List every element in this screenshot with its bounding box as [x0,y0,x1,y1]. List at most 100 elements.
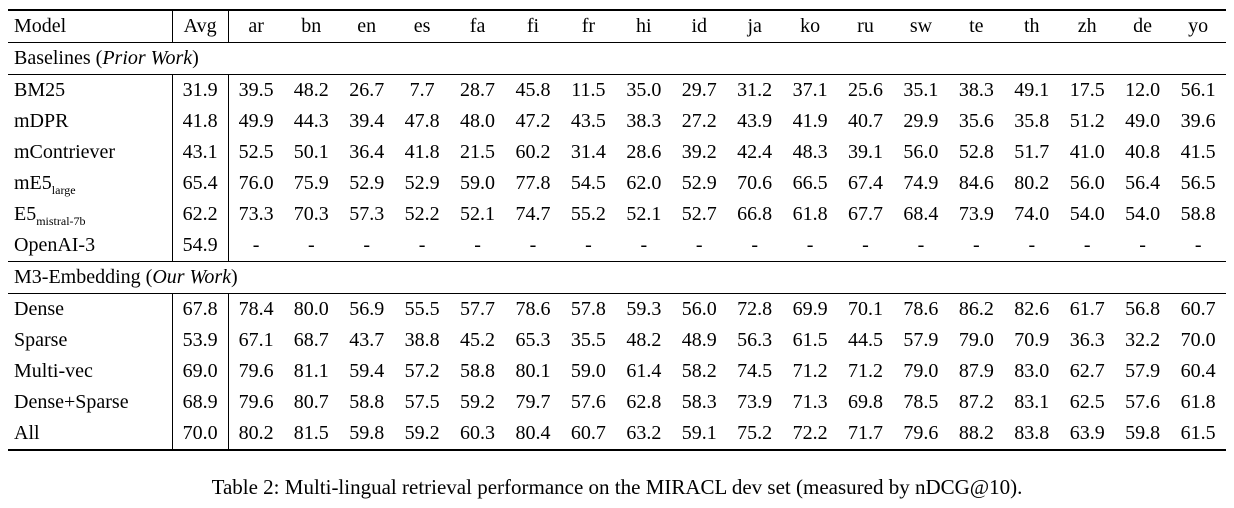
column-header-fa: fa [469,15,486,37]
score-value: 49.0 [1125,110,1161,132]
section-label: M3-Embedding (Our Work) [14,266,238,288]
score-value: 52.9 [404,172,440,194]
score-value: 60.2 [515,141,551,163]
score-value: 59.8 [1125,422,1161,444]
score-value: 29.9 [903,110,939,132]
score-value: 73.9 [958,203,994,225]
score-value: 45.8 [515,79,551,101]
score-value: 82.6 [1014,298,1050,320]
score-value: - [418,234,426,256]
score-value: 66.8 [737,203,773,225]
score-value: 56.4 [1125,172,1161,194]
table-header: Model Avg ar bn en es fa fi fr hi id ja ko ru sw te th zh… [8,10,1226,43]
score-value: 74.7 [515,203,551,225]
score-value: 79.0 [958,329,994,351]
score-value: 78.4 [238,298,274,320]
score-value: 80.7 [293,391,329,413]
score-value: 52.1 [460,203,496,225]
score-value: 63.2 [626,422,662,444]
column-header-fr: fr [581,15,596,37]
score-value: 52.5 [238,141,274,163]
score-value: 52.1 [626,203,662,225]
score-value: 39.1 [848,141,883,163]
section-label: Baselines (Prior Work) [14,47,199,69]
score-value: 70.6 [737,172,773,194]
score-value: 57.6 [570,391,606,413]
column-header-es: es [413,15,431,37]
column-header-th: th [1023,15,1040,37]
avg-value: 41.8 [172,106,229,137]
score-value: 38.3 [958,79,994,101]
score-value: 74.0 [1014,203,1050,225]
score-value: 83.8 [1014,422,1050,444]
score-value: 71.2 [792,360,828,382]
score-value: 79.6 [903,422,939,444]
score-value: - [252,234,260,256]
table-row: Dense 67.8 78.4 80.0 56.9 55.5 57.7 78.6 57.8 59.… [8,293,1226,325]
score-value: 48.2 [626,329,662,351]
score-value: 65.3 [515,329,551,351]
score-value: 70.9 [1014,329,1050,351]
column-header-de: de [1133,15,1153,37]
avg-value: 43.1 [172,137,229,168]
score-value: 31.4 [570,141,606,163]
table-row: OpenAI-3 54.9 - - - - - - - - - - - - - - - - - - [8,230,1226,262]
score-value: - [474,234,481,256]
model-label: mContriever [8,137,173,168]
score-value: - [862,234,869,256]
score-value: 78.6 [903,298,939,320]
score-value: - [529,234,537,256]
model-label: E5mistral-7b [8,199,173,230]
score-value: 57.5 [404,391,440,413]
score-value: 62.0 [626,172,662,194]
score-value: 61.8 [792,203,828,225]
score-value: 63.9 [1069,422,1105,444]
column-header-en: en [357,15,377,37]
score-value: 62.5 [1069,391,1105,413]
score-value: - [307,234,315,256]
score-value: 78.6 [515,298,551,320]
score-value: 69.9 [792,298,828,320]
model-label: Sparse [8,325,173,356]
model-label: BM25 [8,74,173,106]
score-value: 41.0 [1069,141,1105,163]
score-value: 61.8 [1180,391,1216,413]
score-value: 58.8 [460,360,496,382]
table-row: mContriever 43.1 52.5 50.1 36.4 41.8 21.5 60.2 3… [8,137,1226,168]
score-value: 79.7 [515,391,551,413]
score-value: 59.1 [681,422,717,444]
model-label: Multi-vec [8,356,173,387]
score-value: 48.0 [460,110,496,132]
score-value: 57.7 [460,298,496,320]
score-value: 54.0 [1125,203,1161,225]
header-row: Model Avg ar bn en es fa fi fr hi id ja ko ru sw te th zh… [8,10,1226,43]
score-value: 59.3 [626,298,662,320]
score-value: 57.8 [570,298,606,320]
column-header-yo: yo [1188,15,1209,37]
score-value: 7.7 [409,79,435,101]
results-table: Model Avg ar bn en es fa fi fr hi id ja ko ru sw te th zh… [8,9,1226,451]
score-value: 32.2 [1125,329,1161,351]
score-value: 56.0 [681,298,717,320]
score-value: 79.6 [238,391,274,413]
score-value: - [806,234,814,256]
score-value: 50.1 [293,141,329,163]
column-header-fi: fi [526,15,540,37]
score-value: 25.6 [848,79,883,101]
score-value: 39.6 [1180,110,1216,132]
score-value: 59.0 [570,360,606,382]
table-row: E5mistral-7b 62.2 73.3 70.3 57.3 52.2 52.1 74.7… [8,199,1226,230]
score-value: 52.8 [958,141,994,163]
score-value: 52.2 [404,203,440,225]
score-value: 55.2 [570,203,606,225]
score-value: 59.0 [460,172,496,194]
score-value: 37.1 [792,79,828,101]
score-value: 57.2 [404,360,440,382]
score-value: 60.7 [570,422,606,444]
score-value: 57.6 [1125,391,1161,413]
score-value: 54.0 [1069,203,1105,225]
score-value: 79.0 [903,360,939,382]
score-value: - [1083,234,1091,256]
score-value: - [751,234,758,256]
score-value: 40.7 [848,110,883,132]
